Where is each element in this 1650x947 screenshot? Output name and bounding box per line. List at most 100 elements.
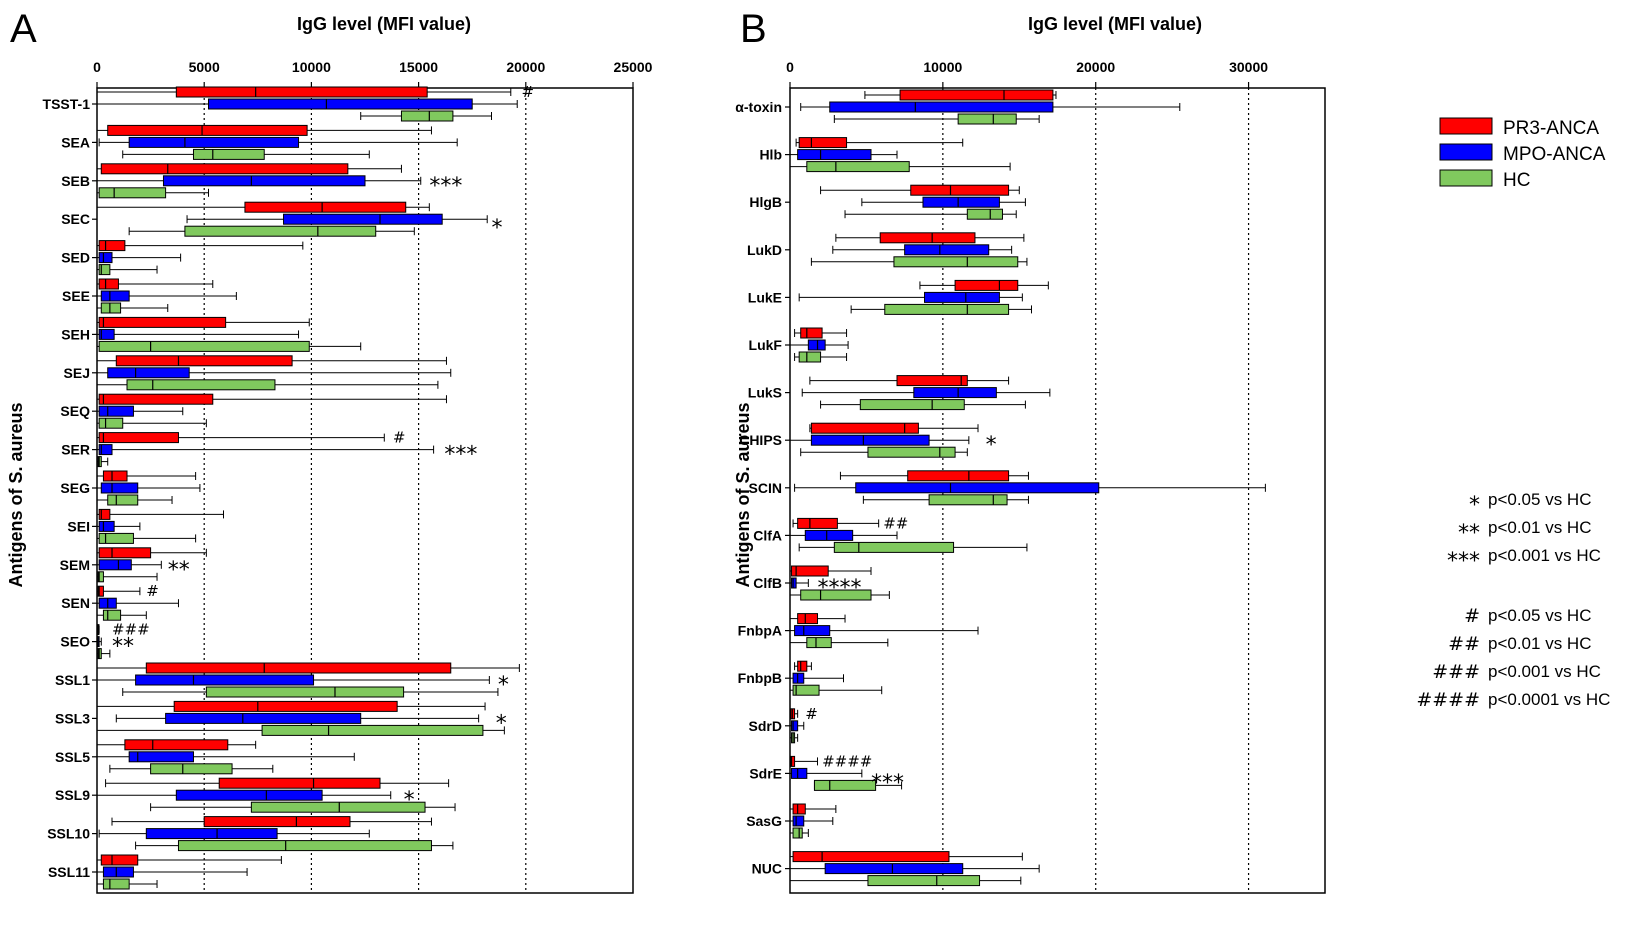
box-iqr	[250, 801, 426, 813]
box-mpo-anca	[789, 434, 970, 446]
box-hc	[96, 302, 169, 314]
box-iqr	[98, 432, 179, 444]
category-label: SdrD	[749, 718, 782, 734]
legend-label-pr3-anca: PR3-ANCA	[1503, 118, 1599, 139]
category-label: SEC	[61, 211, 90, 227]
box-hc	[850, 303, 1033, 315]
category-seq: SEQ	[60, 393, 447, 429]
box-iqr	[98, 240, 126, 252]
box-hc	[96, 264, 158, 276]
box-iqr	[97, 571, 104, 583]
box-iqr	[98, 328, 115, 340]
box-iqr	[162, 175, 366, 187]
box-iqr	[107, 124, 308, 136]
box-hc	[96, 379, 439, 391]
box-hc	[789, 637, 889, 649]
box-mpo-anca	[789, 529, 898, 541]
category-ssl9: SSL9 *	[55, 777, 456, 813]
box-pr3-anca	[96, 470, 197, 482]
box-hc	[96, 494, 173, 506]
category-label: NUC	[752, 861, 782, 877]
category-lukf: LukF	[749, 327, 849, 363]
box-iqr	[791, 767, 808, 779]
box-mpo-anca	[789, 339, 849, 351]
box-iqr	[205, 686, 405, 698]
panel-a-letter: A	[10, 7, 37, 51]
category-sdre: SdrE ####***	[749, 752, 904, 796]
box-iqr	[107, 494, 139, 506]
box-mpo-anca	[789, 767, 863, 779]
box-mpo-anca	[832, 244, 1013, 256]
box-pr3-anca	[789, 708, 799, 720]
box-pr3-anca	[794, 660, 812, 672]
key-symbol-star1: *	[1469, 493, 1480, 518]
box-iqr	[218, 777, 381, 789]
key-text-star2: p<0.01 vs HC	[1488, 518, 1591, 537]
legend-swatch-mpo-anca	[1439, 143, 1493, 161]
box-iqr	[115, 355, 293, 367]
box-iqr	[100, 290, 130, 302]
box-mpo-anca	[96, 559, 162, 571]
box-mpo-anca	[96, 252, 182, 264]
box-hc	[789, 732, 799, 744]
legend-label-mpo-anca: MPO-ANCA	[1503, 144, 1606, 165]
x-tick-label: 0	[93, 59, 101, 75]
box-iqr	[107, 367, 190, 379]
category-label: LukE	[748, 289, 782, 305]
category-label: HlgB	[749, 194, 782, 210]
box-hc	[798, 541, 1028, 553]
category-label: SSL11	[48, 864, 90, 880]
box-mpo-anca	[96, 290, 237, 302]
box-mpo-anca	[98, 828, 370, 840]
box-hc	[789, 827, 809, 839]
panel-a: A IgG level (MFI value) Antigens of S. a…	[6, 7, 653, 894]
box-hc	[128, 225, 415, 237]
box-iqr	[899, 89, 1054, 101]
box-pr3-anca	[789, 565, 872, 577]
category-ssl1: SSL1 *	[55, 662, 520, 698]
category-ser: SER # ***	[61, 429, 477, 468]
category-label: LukD	[747, 242, 782, 258]
category-label: SSL9	[55, 787, 90, 803]
box-hc	[820, 399, 1026, 411]
box-iqr	[184, 225, 377, 237]
category-label: CHIPS	[739, 432, 782, 448]
box-pr3-anca	[96, 547, 207, 559]
box-hc	[96, 648, 111, 660]
box-iqr	[175, 789, 323, 801]
box-iqr	[98, 520, 115, 532]
box-iqr	[98, 252, 113, 264]
box-pr3-anca	[96, 316, 310, 328]
category-sei: SEI	[67, 508, 224, 544]
annotation-star: **	[168, 558, 190, 583]
category-sej: SEJ	[64, 355, 452, 391]
box-mpo-anca	[96, 405, 184, 417]
category-label: LukF	[749, 337, 783, 353]
box-mpo-anca	[96, 98, 518, 110]
box-mpo-anca	[794, 482, 1266, 494]
box-hc	[96, 532, 197, 544]
box-mpo-anca	[96, 751, 355, 763]
x-tick-label: 25000	[614, 59, 653, 75]
box-iqr	[896, 375, 968, 387]
box-iqr	[859, 399, 965, 411]
box-iqr	[910, 184, 1010, 196]
box-pr3-anca	[96, 854, 282, 866]
box-iqr	[884, 303, 1010, 315]
category-luks: LukS	[748, 375, 1051, 411]
box-pr3-anca	[96, 240, 304, 252]
box-iqr	[102, 470, 128, 482]
box-mpo-anca	[96, 482, 201, 494]
box-hc	[96, 417, 207, 429]
panel-a-ylabel: Antigens of S. aureus	[6, 402, 26, 587]
category-tsst-1: TSST-1 #	[43, 83, 534, 122]
box-iqr	[813, 779, 877, 791]
box-mpo-anca	[96, 520, 141, 532]
box-iqr	[98, 532, 134, 544]
x-tick-label: 20000	[506, 59, 545, 75]
box-iqr	[928, 494, 1008, 506]
box-mpo-anca	[96, 636, 102, 648]
box-pr3-anca	[96, 201, 430, 213]
annotation-star: *	[986, 433, 997, 458]
category-label: SEI	[67, 518, 90, 534]
